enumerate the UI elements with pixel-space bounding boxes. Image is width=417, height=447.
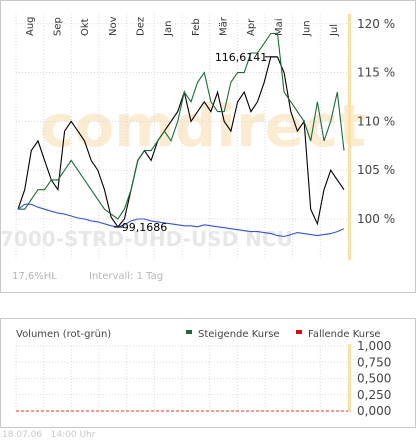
- price-panel: comdirect 7000-STRD-UHD-USD NCU Aug Sep Ok…: [0, 0, 416, 293]
- series-line: [17, 203, 345, 238]
- month-label: Mär: [219, 16, 230, 36]
- month-label: Sep: [53, 17, 64, 36]
- legend-swatch-rising: [186, 330, 192, 334]
- y-tick-label: 120 %: [357, 17, 395, 31]
- month-labels: Aug Sep Okt Nov Dez Jan Feb Mär Apr Mai Jun Jul: [25, 16, 340, 37]
- volume-tick-labels: 0,000 0,250 0,500 0,750 1,000: [357, 339, 391, 418]
- legend-swatch-falling: [296, 330, 302, 334]
- y-tick-label: 115 %: [357, 66, 395, 80]
- volume-tick-label: 0,250: [357, 388, 391, 402]
- month-label: Jan: [163, 21, 174, 37]
- y-axis-band: [348, 14, 351, 260]
- footer-date-value: 18.07.06: [2, 430, 43, 440]
- month-label: Nov: [108, 16, 119, 36]
- price-annotations: 116,6141 99,1686: [113, 51, 277, 234]
- volume-title: Volumen (rot-grün): [16, 329, 111, 340]
- volume-panel-border: [0, 318, 416, 428]
- volume-tick-label: 1,000: [357, 339, 391, 353]
- volume-tick-label: 0,750: [357, 355, 391, 369]
- low-label: 99,1686: [122, 221, 168, 234]
- volume-tick-label: 0,000: [357, 404, 391, 418]
- footer-time-value: 14:00 Uhr: [50, 430, 96, 440]
- interval-label: Intervall: 1 Tag: [89, 271, 163, 282]
- series-line: [18, 32, 345, 220]
- footer-datetime: 18.07.06 14:00 Uhr: [2, 430, 95, 440]
- high-label: 116,6141: [215, 51, 268, 64]
- price-panel-border: [0, 0, 416, 293]
- month-label: Mai: [274, 18, 285, 36]
- month-label: Jun: [302, 20, 313, 37]
- month-label: Okt: [80, 18, 91, 36]
- y-tick-labels: 100 % 105 % 110 % 115 % 120 %: [357, 17, 395, 226]
- month-label: Dez: [136, 17, 147, 36]
- volume-y-band: [348, 344, 351, 412]
- month-label: Jul: [329, 24, 340, 37]
- series-line: [17, 56, 345, 228]
- legend-falling: Fallende Kurse: [308, 329, 381, 340]
- y-tick-label: 105 %: [357, 163, 395, 177]
- legend-rising: Steigende Kurse: [198, 329, 280, 340]
- y-tick-label: 110 %: [357, 114, 395, 128]
- y-tick-label: 100 %: [357, 212, 395, 226]
- price-grid: [15, 14, 349, 258]
- volume-panel: Volumen (rot-grün) Steigende Kurse Falle…: [0, 318, 416, 428]
- month-label: Apr: [246, 18, 257, 36]
- price-series: [17, 32, 345, 238]
- month-label: Feb: [191, 18, 202, 36]
- volume-tick-label: 0,500: [357, 372, 391, 386]
- hl-label: 17,6%HL: [12, 271, 57, 282]
- month-label: Aug: [25, 16, 36, 36]
